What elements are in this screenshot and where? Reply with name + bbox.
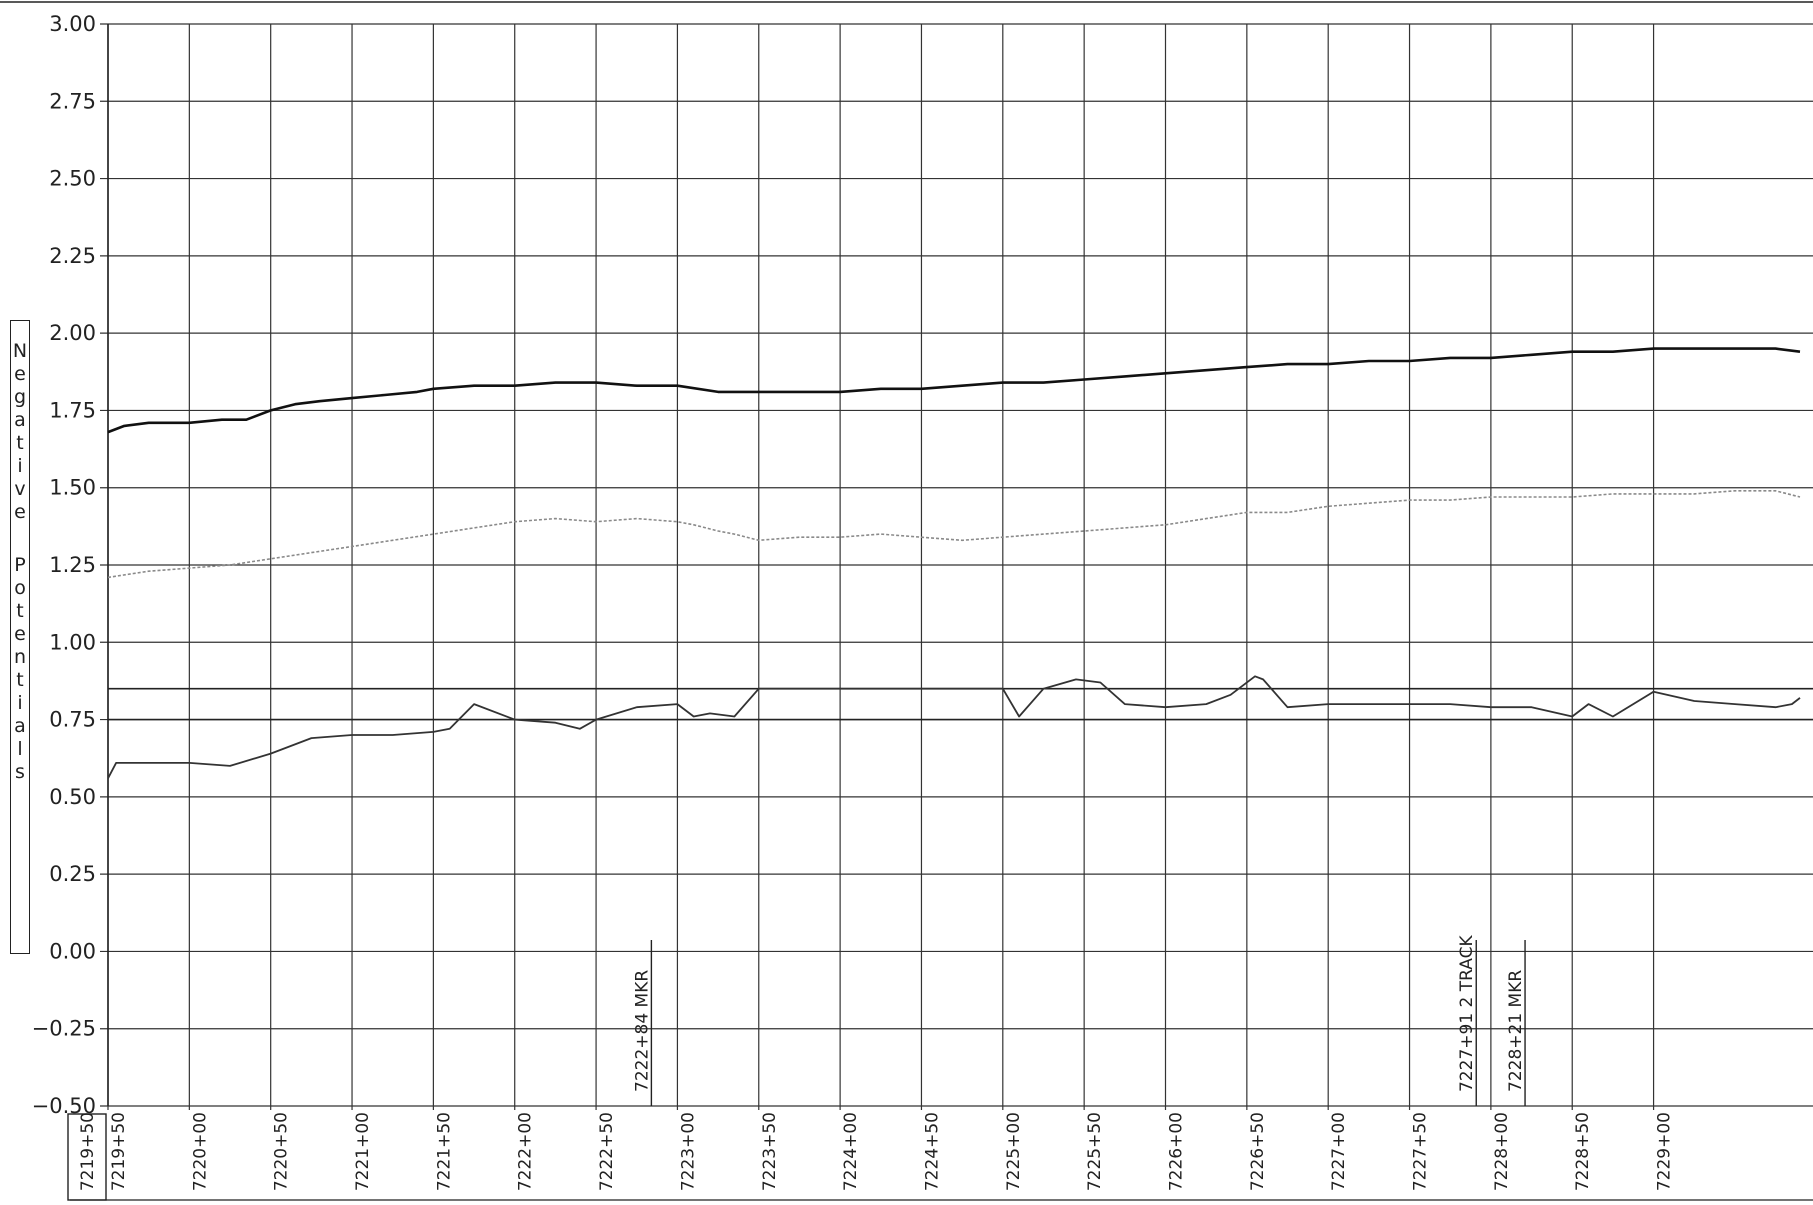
- x-tick-label: 7227+50: [1411, 1112, 1431, 1191]
- y-label-char: o: [14, 577, 26, 599]
- y-tick-label: 1.75: [49, 398, 96, 422]
- y-tick-label: 0.25: [49, 862, 96, 886]
- series-line-3: [107, 675, 1801, 779]
- y-label-char: e: [14, 363, 26, 385]
- x-tick-label: 7224+00: [841, 1112, 861, 1191]
- y-label-char: N: [13, 340, 27, 362]
- x-tick-label: 7228+00: [1492, 1112, 1512, 1191]
- y-tick-label: 2.50: [49, 167, 96, 191]
- x-tick-label: 7223+00: [678, 1112, 698, 1191]
- y-label-char: t: [16, 669, 23, 691]
- y-axis-label-box: [10, 320, 30, 954]
- y-tick-label: 2.25: [49, 244, 96, 268]
- x-tick-label: 7229+00: [1655, 1112, 1675, 1191]
- x-tick-label: 7227+00: [1329, 1112, 1349, 1191]
- y-label-char: v: [14, 478, 25, 500]
- x-tick-label: 7220+00: [190, 1112, 210, 1191]
- series-line-1: [107, 347, 1801, 434]
- y-label-char: e: [14, 501, 26, 523]
- annotation-label: 7227+91 2 TRACK: [1457, 935, 1477, 1092]
- x-tick-label: 7222+00: [516, 1112, 536, 1191]
- y-label-char: t: [16, 600, 23, 622]
- x-tick-label: 7223+50: [760, 1112, 780, 1191]
- y-tick-label: 1.25: [49, 553, 96, 577]
- y-label-char: P: [14, 554, 25, 576]
- y-label-char: a: [14, 409, 26, 431]
- x-tick-label: 7221+00: [353, 1112, 373, 1191]
- y-tick-label: 0.50: [49, 785, 96, 809]
- x-tick-label: 7224+50: [922, 1112, 942, 1191]
- x-start-label-box: [67, 1113, 107, 1201]
- x-tick-label: 7226+50: [1248, 1112, 1268, 1191]
- y-tick-label: 0.00: [49, 939, 96, 963]
- x-tick-label: 7228+50: [1573, 1112, 1593, 1191]
- y-label-char: g: [14, 386, 26, 408]
- reference-lines: [108, 687, 1813, 721]
- y-tick-label: 1.50: [49, 476, 96, 500]
- y-tick-label: −0.25: [32, 1017, 96, 1041]
- y-label-char: a: [14, 715, 26, 737]
- y-label-char: t: [16, 432, 23, 454]
- series-group: [107, 347, 1801, 779]
- x-tick-label: 7220+50: [272, 1112, 292, 1191]
- x-tick-label: 7225+50: [1085, 1112, 1105, 1191]
- annotation-label: 7228+21 MKR: [1506, 970, 1526, 1092]
- y-tick-label: 0.75: [49, 708, 96, 732]
- y-label-char: s: [15, 761, 25, 783]
- y-tick-label: 1.00: [49, 630, 96, 654]
- y-label-char: i: [17, 455, 22, 477]
- x-tick-label: 7225+00: [1004, 1112, 1024, 1191]
- y-label-char: i: [17, 692, 22, 714]
- x-start-label: 7219+50: [78, 1112, 98, 1191]
- y-label-char: e: [14, 623, 26, 645]
- annotation-label: 7222+84 MKR: [632, 970, 652, 1092]
- y-label-char: l: [17, 738, 22, 760]
- y-tick-label: 2.75: [49, 89, 96, 113]
- y-tick-labels: 3.00 2.75 2.50 2.25 2.00 1.75 1.50 1.25 1.00 0.75…: [32, 12, 96, 1118]
- x-tick-label: 7219+50: [109, 1112, 129, 1191]
- series-line-2: [107, 489, 1801, 579]
- y-label-char: n: [14, 646, 26, 668]
- x-tick-label: 7221+50: [434, 1112, 454, 1191]
- y-tick-label: 2.00: [49, 321, 96, 345]
- x-tick-labels: 7219+50 7220+00 7220+50 7221+00 7221+50 7222+…: [67, 1112, 1675, 1201]
- x-tick-label: 7222+50: [597, 1112, 617, 1191]
- y-tick-label: 3.00: [49, 12, 96, 36]
- x-tick-label: 7226+00: [1167, 1112, 1187, 1191]
- annotations: 7222+84 MKR 7227+91 2 TRACK 7228+21 MKR: [632, 935, 1526, 1106]
